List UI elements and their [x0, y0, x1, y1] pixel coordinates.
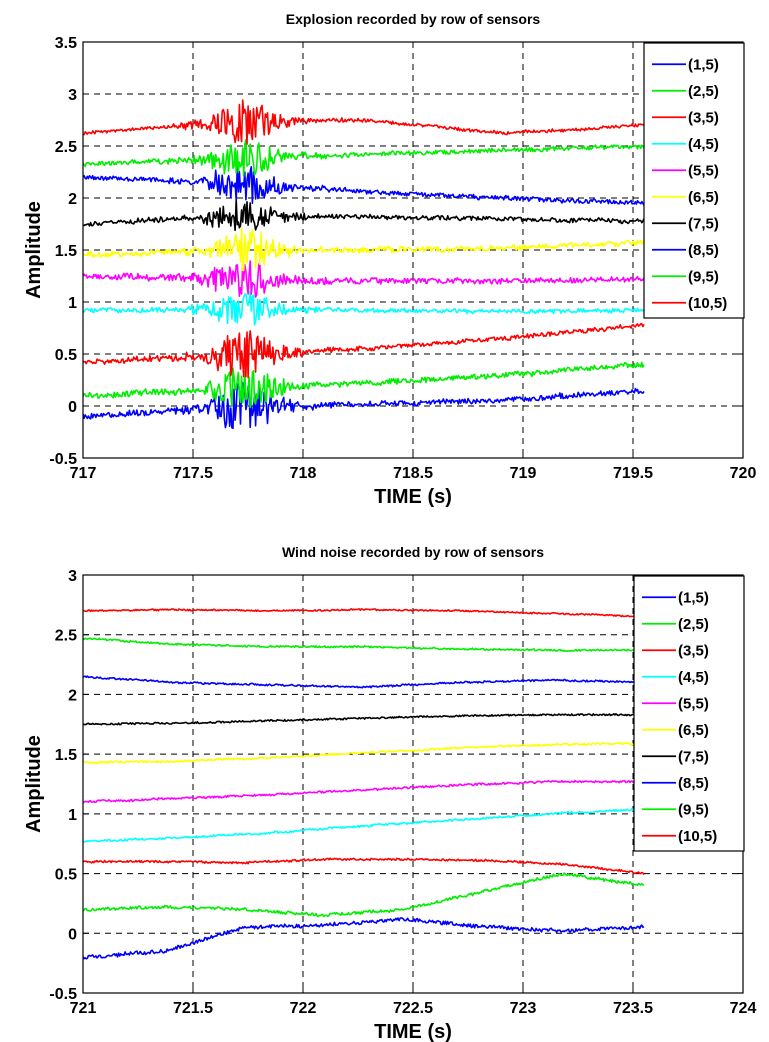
legend-label: (7,5) — [688, 215, 719, 232]
x-tick-label: 721.5 — [173, 1000, 213, 1017]
legend-label: (8,5) — [688, 242, 719, 259]
x-tick-label: 718.5 — [393, 465, 433, 482]
legend-label: (1,5) — [678, 589, 709, 606]
legend: (1,5) (2,5) (3,5) (4,5) (5,5) (6,5) (7,5) (8,5)… — [633, 575, 745, 852]
legend-label: (2,5) — [678, 616, 709, 633]
series-line-7 — [83, 712, 645, 726]
series-line-5 — [83, 260, 645, 298]
series-line-10 — [83, 608, 645, 619]
legend-label: (9,5) — [678, 801, 709, 818]
y-tick-label: 3 — [68, 87, 77, 104]
series-line-2 — [83, 361, 645, 409]
series-line-1 — [83, 382, 645, 430]
legend-box — [643, 42, 745, 319]
series-group — [83, 99, 645, 430]
series-line-8 — [83, 675, 645, 689]
x-tick-label: 721 — [70, 1000, 97, 1017]
legend-label: (7,5) — [678, 748, 709, 765]
legend-label: (5,5) — [688, 162, 719, 179]
y-axis-label: Amplitude — [23, 201, 45, 299]
x-tick-label: 724 — [730, 1000, 757, 1017]
legend-label: (10,5) — [688, 295, 727, 312]
y-tick-label: 3.5 — [55, 35, 77, 52]
series-line-8 — [83, 164, 645, 206]
series-line-3 — [83, 322, 645, 379]
legend-label: (4,5) — [678, 669, 709, 686]
legend-box — [633, 575, 745, 852]
x-tick-label: 719.5 — [613, 465, 653, 482]
series-line-3 — [83, 857, 645, 876]
y-tick-label: 0 — [68, 399, 77, 416]
x-tick-label: 720 — [730, 465, 757, 482]
series-line-4 — [83, 290, 645, 326]
y-tick-label: 2 — [68, 687, 77, 704]
y-tick-label: 2 — [68, 191, 77, 208]
series-line-9 — [83, 637, 645, 653]
chart-panel-1: 717 717.5 718 718.5 719 719.5 720 -0.5 0 0.5 1 1.5 2… — [23, 11, 756, 508]
legend-label: (1,5) — [688, 56, 719, 73]
legend-label: (5,5) — [678, 695, 709, 712]
y-tick-label: 1.5 — [55, 243, 77, 260]
x-tick-label: 722.5 — [393, 1000, 433, 1017]
legend-label: (6,5) — [678, 722, 709, 739]
y-tick-label: 1.5 — [55, 747, 77, 764]
x-tick-label: 722 — [290, 1000, 317, 1017]
chart-title: Wind noise recorded by row of sensors — [282, 544, 544, 560]
x-tick-label: 719 — [510, 465, 537, 482]
legend-label: (6,5) — [688, 189, 719, 206]
series-line-6 — [83, 227, 645, 272]
x-tick-label: 718 — [290, 465, 317, 482]
legend-label: (3,5) — [678, 642, 709, 659]
legend-label: (4,5) — [688, 136, 719, 153]
y-tick-label: -0.5 — [49, 986, 77, 1003]
y-tick-label: 0.5 — [55, 347, 77, 364]
series-line-2 — [83, 872, 645, 918]
legend-label: (8,5) — [678, 775, 709, 792]
x-tick-label: 723.5 — [613, 1000, 653, 1017]
series-line-6 — [83, 741, 645, 765]
series-group — [83, 608, 645, 960]
legend-label: (9,5) — [688, 268, 719, 285]
series-line-9 — [83, 138, 645, 177]
y-tick-label: 0 — [68, 926, 77, 943]
x-tick-label: 723 — [510, 1000, 537, 1017]
y-tick-label: -0.5 — [49, 451, 77, 468]
y-tick-label: 2.5 — [55, 139, 77, 156]
series-line-10 — [83, 99, 645, 145]
series-line-4 — [83, 807, 645, 843]
legend-label: (2,5) — [688, 83, 719, 100]
legend-label: (10,5) — [678, 828, 717, 845]
y-axis-label: Amplitude — [23, 735, 45, 833]
y-tick-label: 3 — [68, 568, 77, 585]
y-tick-label: 1 — [68, 807, 77, 824]
series-line-5 — [83, 779, 645, 804]
y-tick-label: 2.5 — [55, 628, 77, 645]
legend: (1,5) (2,5) (3,5) (4,5) (5,5) (6,5) (7,5) (8,5)… — [643, 42, 745, 319]
y-tick-label: 1 — [68, 295, 77, 312]
chart-panel-2: 721 721.5 722 722.5 723 723.5 724 -0.5 0 0.5 1 1.5 2… — [23, 544, 756, 1042]
x-tick-label: 717.5 — [173, 465, 213, 482]
series-line-7 — [83, 198, 645, 232]
x-axis-label: TIME (s) — [374, 486, 452, 508]
chart-title: Explosion recorded by row of sensors — [286, 11, 541, 27]
x-tick-label: 717 — [70, 465, 97, 482]
y-tick-label: 0.5 — [55, 867, 77, 884]
x-axis-label: TIME (s) — [374, 1021, 452, 1042]
legend-label: (3,5) — [688, 109, 719, 126]
series-line-1 — [83, 917, 645, 960]
